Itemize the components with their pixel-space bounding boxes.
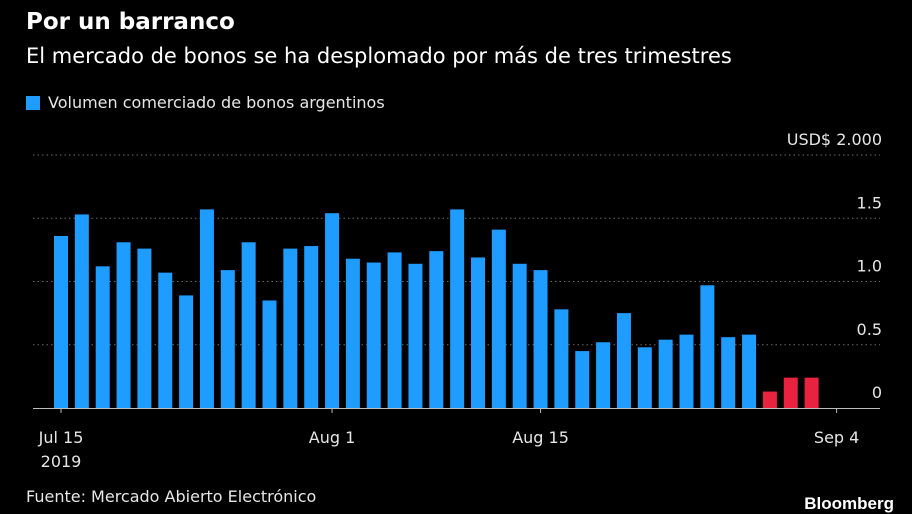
bar [450, 209, 465, 408]
bar [137, 248, 152, 408]
bloomberg-logo: Bloomberg [804, 494, 894, 513]
bar [679, 334, 694, 408]
source-note: Fuente: Mercado Abierto Electrónico [26, 487, 317, 506]
x-tick-label: Aug 15 [512, 428, 569, 447]
bar [74, 214, 89, 408]
bar [325, 213, 340, 408]
x-tick-label: Jul 15 [38, 428, 84, 447]
y-tick-label: 0 [872, 383, 882, 402]
x-tick-label: Sep 4 [814, 428, 859, 447]
bar [721, 337, 736, 408]
bar [220, 270, 235, 408]
bar [658, 339, 673, 408]
bar [116, 242, 131, 408]
bar [491, 229, 506, 408]
bar [304, 246, 319, 408]
bar [762, 391, 777, 408]
bar [575, 351, 590, 408]
bar [366, 262, 381, 408]
bar [596, 342, 611, 408]
x-tick-label: Aug 1 [309, 428, 356, 447]
chart-legend: Volumen comerciado de bonos argentinos [26, 93, 385, 112]
bar [429, 251, 444, 408]
legend-label: Volumen comerciado de bonos argentinos [48, 93, 385, 112]
bar [345, 258, 360, 408]
bar [158, 272, 173, 408]
bar [700, 285, 715, 408]
bar [199, 209, 214, 408]
bar [54, 235, 68, 408]
y-tick-label: 1.5 [857, 193, 882, 212]
bar [637, 347, 652, 408]
bar [554, 309, 569, 408]
y-tick-label: 0.5 [857, 320, 882, 339]
y-tick-label: 1.0 [857, 257, 882, 276]
bar [387, 252, 402, 408]
chart-title: Por un barranco [26, 9, 235, 35]
bar [533, 270, 548, 408]
bar [742, 334, 757, 408]
bar [179, 295, 194, 408]
y-tick-label: USD$ 2.000 [787, 130, 882, 149]
bar [616, 313, 631, 408]
bar [471, 257, 485, 408]
bar [783, 377, 798, 408]
legend-swatch [26, 95, 40, 110]
bar [241, 242, 256, 408]
bar [283, 248, 298, 408]
bar [512, 263, 527, 408]
chart-subtitle: El mercado de bonos se ha desplomado por… [26, 44, 732, 68]
bar [262, 300, 277, 408]
x-tick-sublabel: 2019 [41, 452, 82, 471]
bar [804, 377, 819, 408]
bar [95, 266, 110, 408]
bar [408, 263, 423, 408]
